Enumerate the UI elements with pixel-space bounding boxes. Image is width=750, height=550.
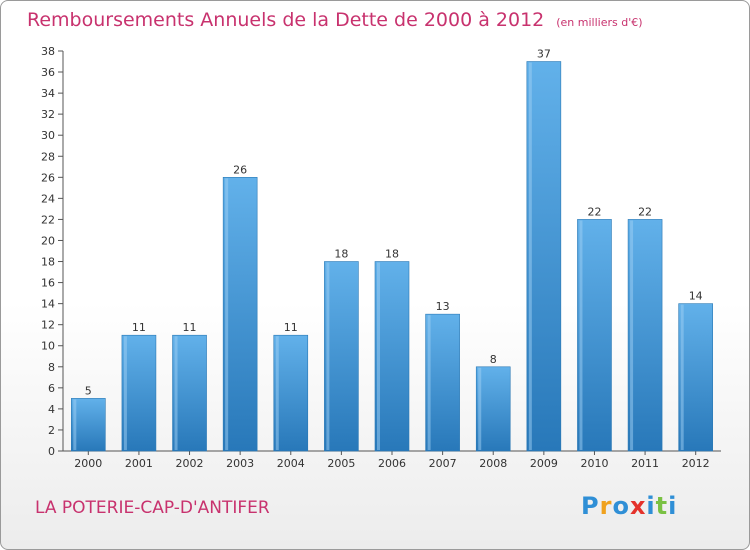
x-tick-label: 2002 bbox=[176, 457, 204, 470]
logo-letter: t bbox=[655, 492, 669, 520]
data-label-2009: 37 bbox=[537, 48, 551, 61]
y-tick-label: 26 bbox=[41, 171, 55, 184]
y-tick-label: 20 bbox=[41, 234, 55, 247]
bar-highlight bbox=[225, 178, 229, 450]
x-axis: 2000 2001 2002 2003 2004 2005 2006 2007 2008 2009… bbox=[63, 450, 721, 470]
x-tick-label: 2010 bbox=[580, 457, 608, 470]
data-label-2011: 22 bbox=[638, 205, 652, 218]
bar-highlight bbox=[174, 336, 178, 450]
logo-letter: o bbox=[612, 492, 630, 520]
bar-2003 bbox=[222, 177, 258, 452]
data-label-2002: 11 bbox=[183, 321, 197, 334]
bar-2010 bbox=[577, 219, 612, 452]
data-labels: 5 11 11 26 11 18 18 13 8 37 22 22 14 bbox=[85, 48, 703, 398]
y-tick-label: 6 bbox=[48, 382, 55, 395]
proxiti-logo[interactable]: Proxiti bbox=[581, 492, 677, 520]
bar-2012 bbox=[678, 303, 713, 452]
data-label-2012: 14 bbox=[689, 290, 703, 303]
data-label-2010: 22 bbox=[587, 205, 601, 218]
data-label-2001: 11 bbox=[132, 321, 146, 334]
bar-highlight bbox=[427, 315, 431, 450]
y-tick-label: 10 bbox=[41, 340, 55, 353]
data-label-2003: 26 bbox=[233, 163, 247, 176]
y-tick-label: 22 bbox=[41, 213, 55, 226]
bar-highlight bbox=[680, 304, 684, 450]
y-tick-label: 0 bbox=[48, 445, 55, 458]
x-tick-label: 2009 bbox=[530, 457, 558, 470]
bar-highlight bbox=[478, 367, 482, 450]
chart-title-text: Remboursements Annuels de la Dette de 20… bbox=[27, 9, 545, 31]
y-tick-label: 12 bbox=[41, 319, 55, 332]
bar-2005 bbox=[324, 261, 359, 452]
bar-2009 bbox=[526, 61, 562, 452]
data-label-2007: 13 bbox=[436, 300, 450, 313]
x-tick-label: 2000 bbox=[74, 457, 102, 470]
logo-letter: P bbox=[581, 492, 600, 520]
bar-highlight bbox=[73, 399, 77, 450]
chart-title: Remboursements Annuels de la Dette de 20… bbox=[27, 9, 643, 31]
x-tick-label: 2006 bbox=[378, 457, 406, 470]
x-tick-label: 2011 bbox=[631, 457, 659, 470]
y-tick-label: 32 bbox=[41, 108, 55, 121]
y-tick-label: 14 bbox=[41, 298, 55, 311]
chart-unit: (en milliers d'€) bbox=[556, 16, 643, 29]
bar-highlight bbox=[326, 262, 330, 450]
y-tick-label: 28 bbox=[41, 150, 55, 163]
logo-letter: i bbox=[646, 492, 656, 520]
y-tick-label: 34 bbox=[41, 87, 55, 100]
x-tick-label: 2007 bbox=[429, 457, 457, 470]
y-tick-label: 18 bbox=[41, 256, 55, 269]
x-tick-label: 2004 bbox=[277, 457, 305, 470]
commune-name: LA POTERIE-CAP-D'ANTIFER bbox=[35, 498, 270, 518]
bars bbox=[71, 61, 713, 452]
bar-2006 bbox=[374, 261, 410, 452]
data-label-2004: 11 bbox=[284, 321, 298, 334]
y-tick-label: 2 bbox=[48, 424, 55, 437]
logo-letter: i bbox=[668, 492, 678, 520]
bar-highlight bbox=[123, 336, 127, 450]
logo-letter: x bbox=[629, 492, 647, 520]
bar-2004 bbox=[273, 334, 309, 452]
data-label-2006: 18 bbox=[385, 248, 399, 261]
bar-highlight bbox=[275, 336, 279, 450]
bar-2011 bbox=[627, 219, 663, 452]
bar-2002 bbox=[172, 334, 207, 452]
bar-2000 bbox=[71, 398, 106, 452]
bar-highlight bbox=[377, 262, 380, 450]
x-tick-label: 2008 bbox=[479, 457, 507, 470]
logo-letter: r bbox=[599, 492, 613, 520]
y-tick-label: 38 bbox=[41, 45, 55, 58]
data-label-2005: 18 bbox=[334, 248, 348, 261]
y-tick-label: 36 bbox=[41, 66, 55, 79]
x-tick-label: 2003 bbox=[226, 457, 254, 470]
x-tick-label: 2012 bbox=[682, 457, 710, 470]
bar-highlight bbox=[579, 220, 583, 450]
y-tick-label: 24 bbox=[41, 192, 55, 205]
data-label-2000: 5 bbox=[85, 384, 92, 397]
bar-highlight bbox=[630, 220, 634, 450]
bar-2001 bbox=[121, 334, 157, 452]
bar-2008 bbox=[475, 366, 511, 452]
bar-2007 bbox=[425, 313, 460, 452]
x-tick-label: 2005 bbox=[327, 457, 355, 470]
y-tick-label: 8 bbox=[48, 361, 55, 374]
y-tick-label: 4 bbox=[48, 403, 55, 416]
data-label-2008: 8 bbox=[490, 353, 497, 366]
y-tick-label: 16 bbox=[41, 277, 55, 290]
y-tick-label: 30 bbox=[41, 129, 55, 142]
bar-highlight bbox=[528, 62, 532, 451]
x-tick-label: 2001 bbox=[125, 457, 153, 470]
